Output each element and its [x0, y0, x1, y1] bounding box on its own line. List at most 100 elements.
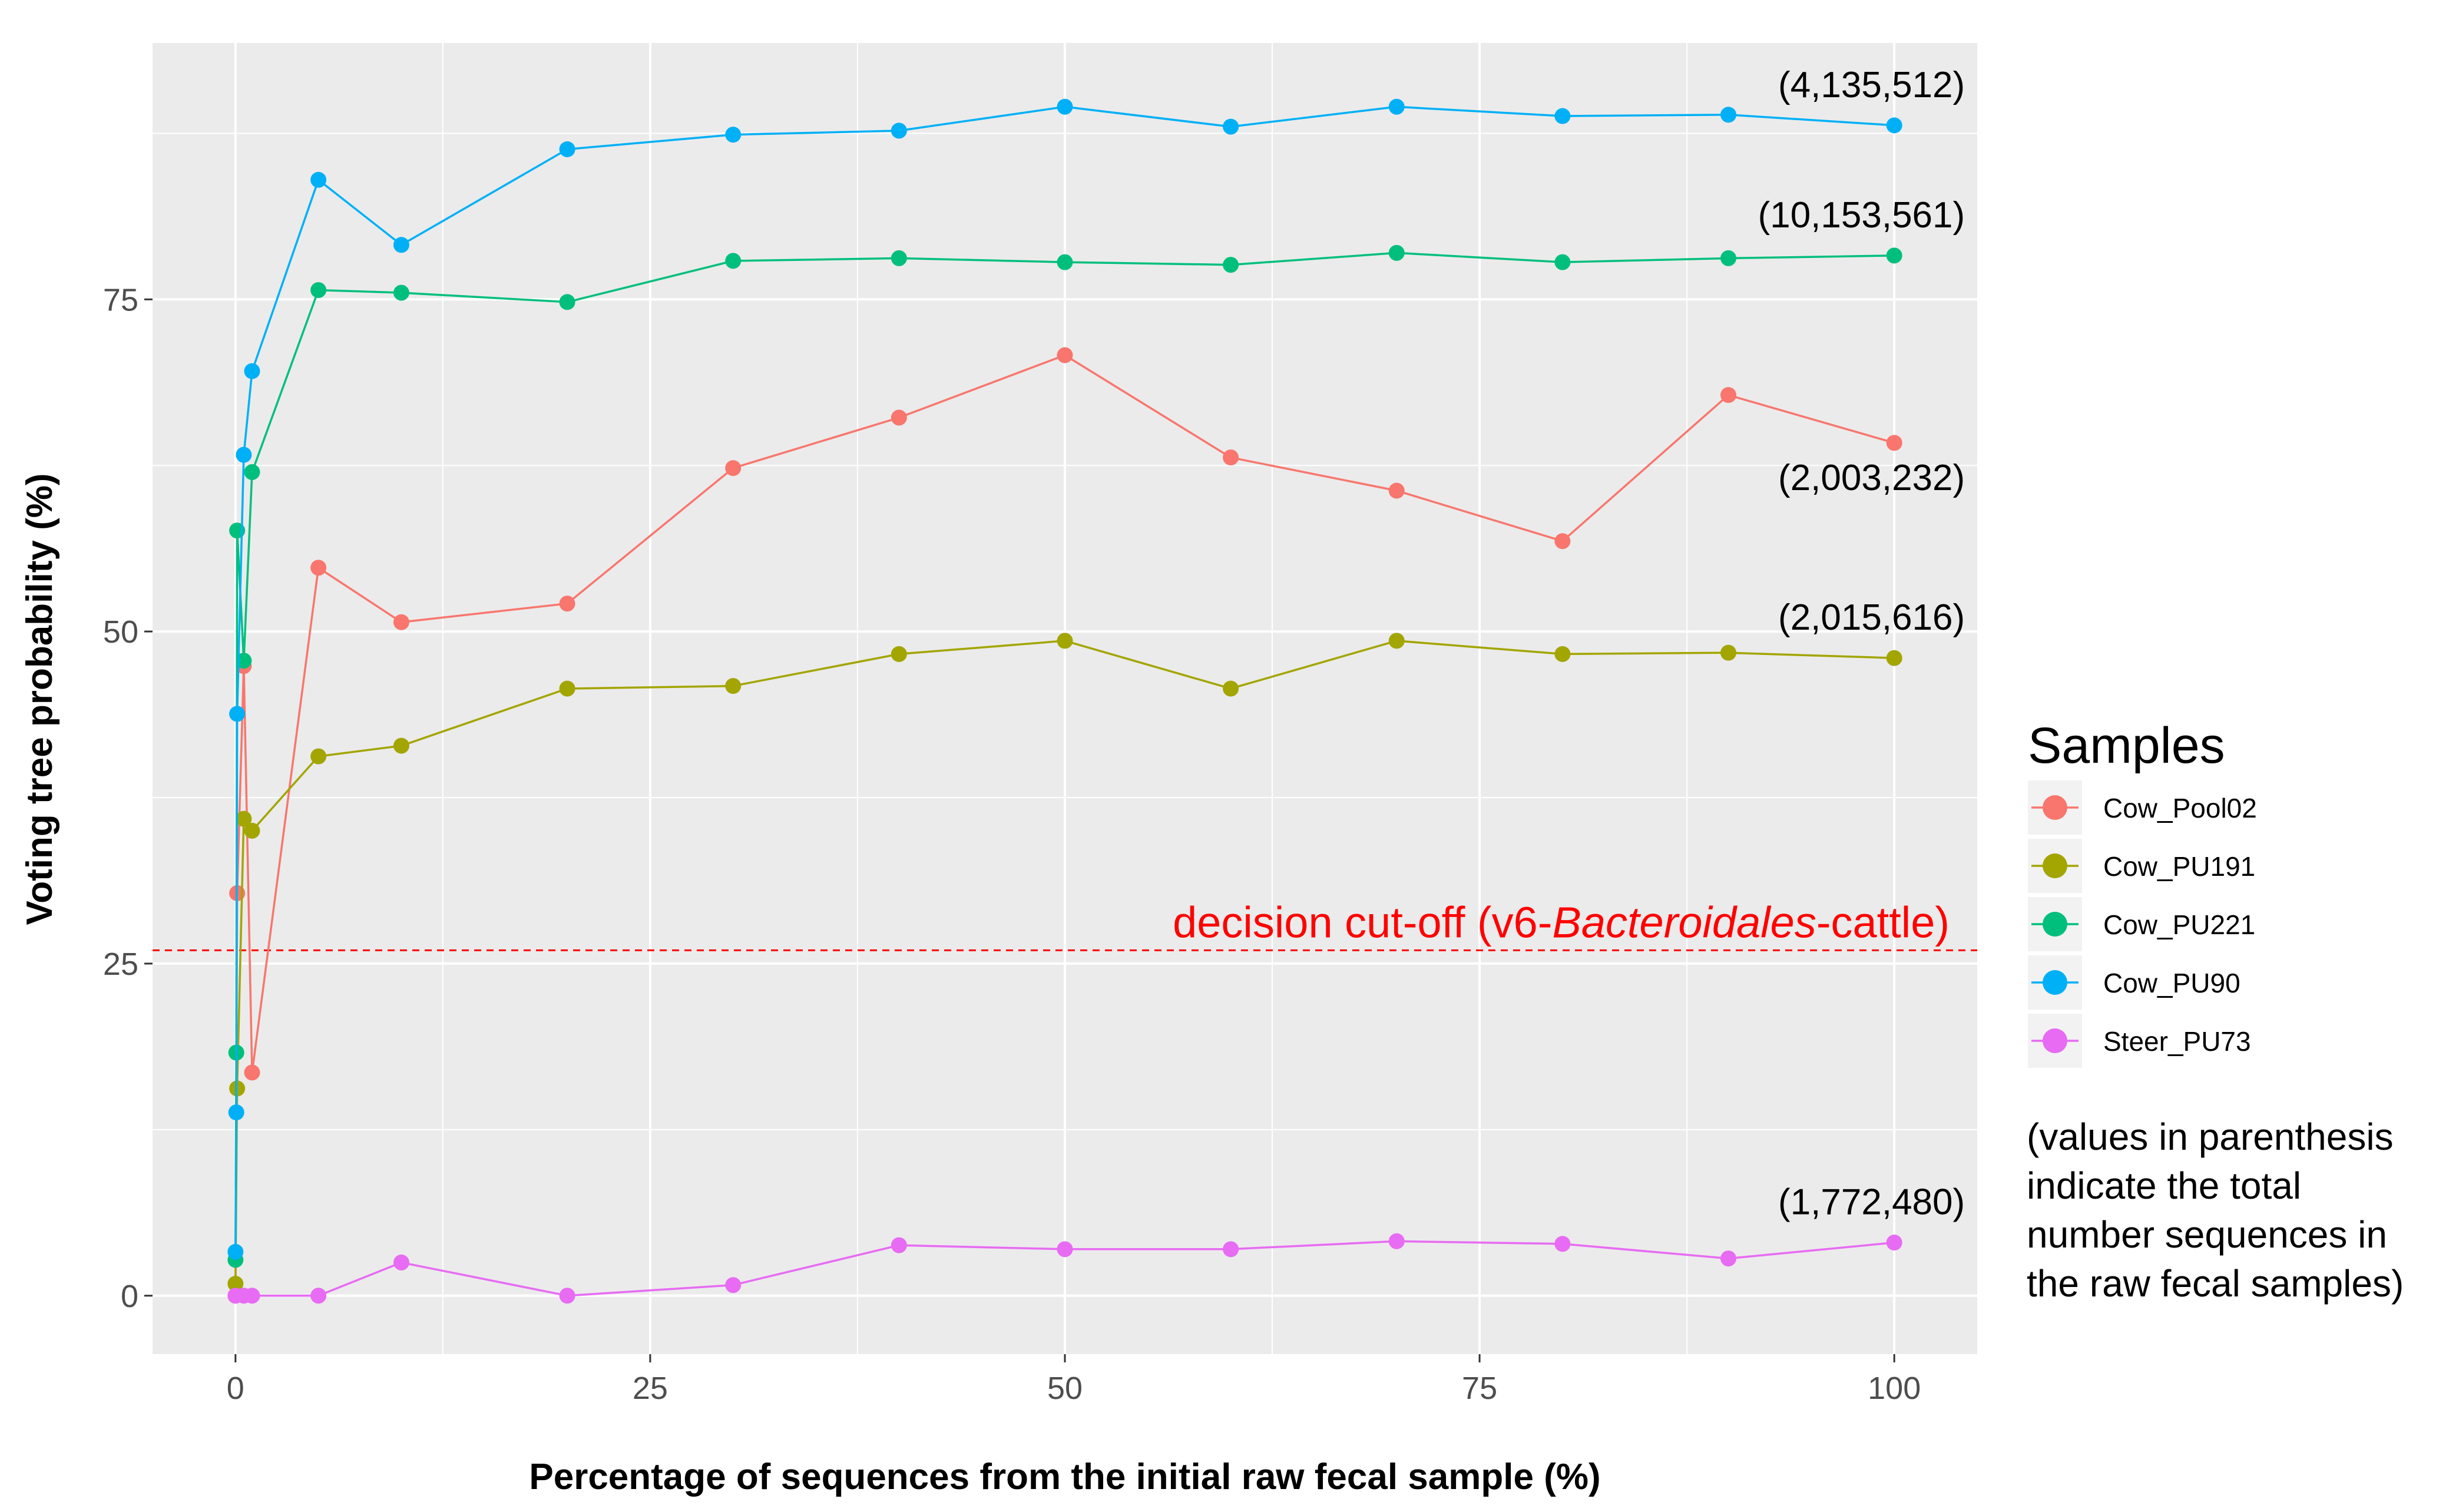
- data-point: [236, 446, 252, 463]
- legend-item: Cow_PU191: [2028, 839, 2255, 893]
- data-point: [310, 748, 327, 765]
- data-point: [891, 646, 907, 662]
- data-point: [393, 284, 409, 301]
- note-line: indicate the total: [2027, 1164, 2301, 1207]
- data-point: [559, 595, 575, 612]
- legend-item: Cow_PU90: [2028, 955, 2240, 1010]
- data-point: [1554, 533, 1571, 550]
- series-annotation: (10,153,561): [1758, 195, 1965, 236]
- data-point: [1057, 254, 1073, 270]
- series-annotation: (2,003,232): [1778, 458, 1965, 498]
- data-point: [891, 250, 907, 266]
- data-point: [725, 460, 742, 477]
- data-point: [891, 409, 907, 426]
- data-point: [1223, 680, 1239, 697]
- data-point: [1388, 98, 1405, 115]
- data-point: [1886, 247, 1902, 264]
- legend-label: Steer_PU73: [2103, 1026, 2251, 1057]
- data-point: [1720, 387, 1737, 403]
- note-line: the raw fecal samples): [2027, 1262, 2404, 1305]
- data-point: [393, 237, 409, 253]
- data-point: [1554, 1236, 1571, 1252]
- data-point: [1223, 257, 1239, 273]
- data-point: [310, 1288, 327, 1304]
- series-cow-pu221: (10,153,561): [227, 195, 1965, 1268]
- y-tick-label: 25: [103, 947, 138, 982]
- y-axis-title: Voting tree probability (%): [19, 474, 60, 925]
- data-point: [559, 680, 575, 697]
- x-tick-label: 75: [1462, 1371, 1497, 1406]
- series-cow-pu191: (2,015,616): [227, 597, 1965, 1292]
- data-point: [227, 1243, 244, 1260]
- y-tick-label: 0: [121, 1279, 138, 1314]
- data-point: [559, 1288, 575, 1304]
- data-point: [310, 560, 327, 576]
- note-line: (values in parenthesis: [2027, 1116, 2394, 1158]
- cutoff-label: decision cut-off (v6-Bacteroidales-cattl…: [1173, 898, 1950, 947]
- series-line: [234, 105, 1895, 1252]
- cutoff-label-prefix: decision cut-off (v6-: [1173, 898, 1552, 947]
- series-annotation: (2,015,616): [1778, 597, 1965, 638]
- data-point: [1223, 449, 1239, 466]
- legend-label: Cow_PU90: [2103, 968, 2240, 998]
- data-point: [393, 1254, 409, 1271]
- data-point: [725, 678, 742, 694]
- data-point: [1554, 646, 1571, 662]
- data-point: [1388, 1233, 1405, 1249]
- data-point: [891, 1237, 907, 1253]
- x-tick-label: 0: [227, 1371, 244, 1406]
- data-point: [725, 253, 742, 269]
- series-annotation: (4,135,512): [1778, 65, 1965, 105]
- legend-item: Cow_Pool02: [2028, 780, 2257, 835]
- series-line: [235, 1240, 1895, 1297]
- data-point: [310, 171, 327, 188]
- legend-key-point: [2043, 912, 2067, 937]
- x-tick-label: 100: [1868, 1371, 1921, 1406]
- y-tick-label: 75: [103, 282, 138, 317]
- series-cow-pool02: (2,003,232): [227, 347, 1965, 1304]
- legend-label: Cow_Pool02: [2103, 793, 2257, 823]
- legend-key-point: [2043, 1028, 2067, 1053]
- legend-label: Cow_PU221: [2103, 909, 2255, 940]
- data-point: [559, 294, 575, 310]
- legend: Samples Cow_Pool02 Cow_PU191 Cow_PU221 Cow_…: [2028, 717, 2257, 1068]
- series-cow-pu90: (4,135,512): [227, 65, 1965, 1260]
- data-point: [891, 123, 907, 139]
- x-tick-label: 25: [633, 1371, 668, 1406]
- data-point: [1554, 254, 1571, 270]
- note-line: number sequences in: [2027, 1213, 2387, 1256]
- grid: [153, 43, 1977, 1354]
- data-point: [1720, 1250, 1737, 1267]
- data-point: [1554, 108, 1571, 124]
- legend-title: Samples: [2028, 717, 2225, 774]
- data-point: [393, 737, 409, 754]
- series-group: (2,003,232) (2,015,616) (10,153,561) (4,135…: [227, 65, 1965, 1304]
- y-tick-label: 50: [103, 614, 138, 650]
- data-point: [1388, 633, 1405, 649]
- note: (values in parenthesis indicate the total…: [2027, 1116, 2404, 1305]
- data-point: [236, 653, 252, 669]
- series-annotation: (1,772,480): [1778, 1182, 1965, 1223]
- data-point: [1720, 250, 1737, 266]
- data-point: [1886, 650, 1902, 666]
- data-point: [1388, 482, 1405, 499]
- data-point: [227, 1275, 244, 1292]
- data-point: [393, 614, 409, 630]
- data-point: [1720, 644, 1737, 661]
- data-point: [1886, 1235, 1902, 1251]
- legend-key-point: [2043, 970, 2067, 995]
- legend-label: Cow_PU191: [2103, 851, 2255, 882]
- data-point: [310, 282, 327, 298]
- data-point: [725, 127, 742, 143]
- data-point: [559, 141, 575, 157]
- x-tick-label: 50: [1047, 1371, 1083, 1406]
- data-point: [1388, 244, 1405, 261]
- data-point: [244, 464, 260, 480]
- data-point: [1057, 633, 1073, 649]
- data-point: [229, 706, 246, 722]
- data-point: [236, 810, 252, 827]
- x-axis-title: Percentage of sequences from the initial…: [529, 1457, 1600, 1497]
- data-point: [1223, 118, 1239, 135]
- cutoff-label-suffix: -cattle): [1816, 898, 1950, 947]
- data-point: [1886, 435, 1902, 451]
